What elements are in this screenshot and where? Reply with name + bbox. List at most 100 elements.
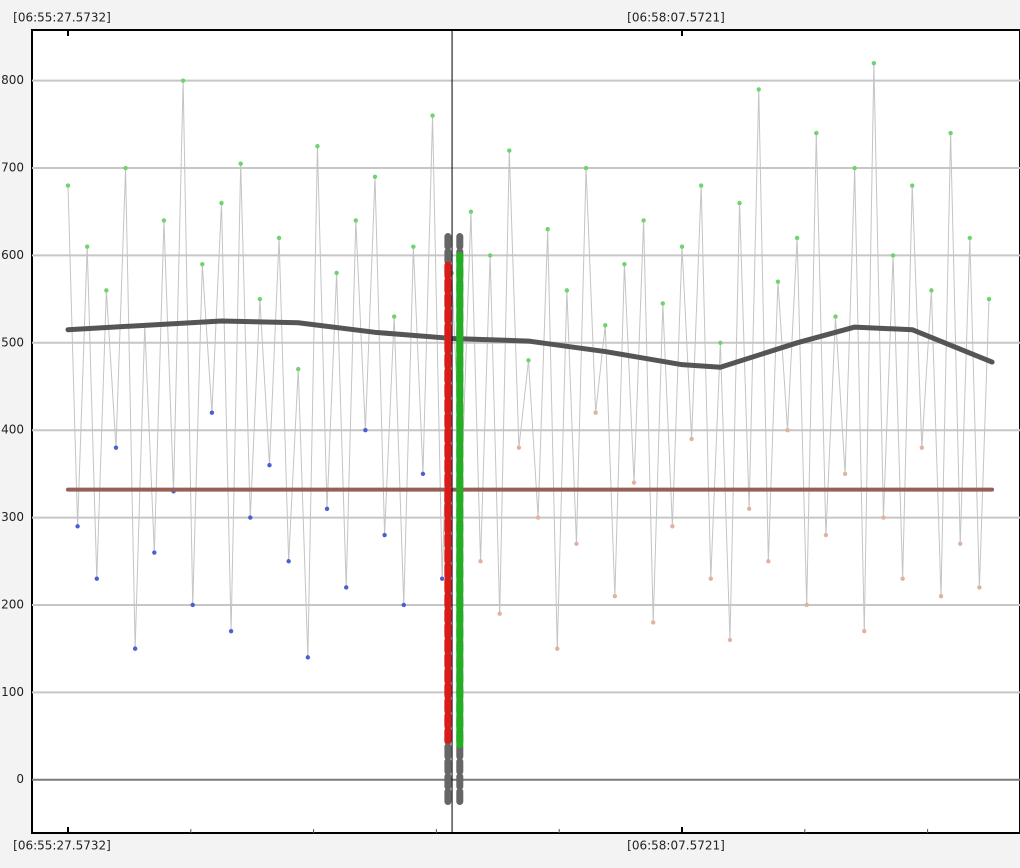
connector bbox=[384, 316, 395, 536]
data-point bbox=[651, 620, 656, 625]
data-point bbox=[219, 200, 224, 206]
data-point bbox=[238, 161, 243, 166]
data-point bbox=[104, 288, 109, 293]
connector bbox=[854, 168, 865, 632]
data-point bbox=[296, 366, 301, 372]
connector bbox=[355, 220, 366, 431]
connector bbox=[211, 202, 222, 413]
data-point bbox=[718, 340, 723, 346]
connector bbox=[201, 264, 213, 413]
top-x-tick-label: [06:55:27.5732] bbox=[13, 11, 111, 25]
data-point bbox=[929, 288, 934, 293]
data-point bbox=[507, 148, 512, 153]
connector bbox=[259, 299, 270, 466]
data-point bbox=[439, 576, 445, 581]
connector bbox=[432, 115, 443, 579]
connector bbox=[748, 89, 760, 509]
y-tick-label: 700 bbox=[1, 161, 24, 175]
data-point bbox=[871, 61, 877, 66]
data-point bbox=[679, 244, 685, 249]
trend-line bbox=[65, 318, 995, 370]
data-point bbox=[670, 524, 675, 529]
connector bbox=[959, 237, 971, 544]
data-point bbox=[737, 200, 742, 206]
connector bbox=[86, 246, 98, 579]
data-point bbox=[391, 314, 397, 319]
data-point bbox=[794, 235, 800, 241]
data-point bbox=[75, 524, 80, 529]
data-point bbox=[267, 462, 272, 468]
connector bbox=[777, 281, 789, 431]
data-point bbox=[574, 541, 579, 546]
connector bbox=[700, 185, 712, 579]
connector bbox=[230, 163, 242, 632]
connector bbox=[508, 150, 520, 448]
data-point bbox=[862, 628, 867, 634]
data-point bbox=[938, 594, 944, 599]
data-point bbox=[65, 183, 71, 188]
data-point bbox=[334, 270, 339, 276]
connector bbox=[921, 290, 932, 448]
connector bbox=[288, 369, 299, 562]
connector bbox=[671, 246, 683, 527]
connector bbox=[518, 360, 529, 448]
connector bbox=[691, 185, 702, 439]
connector bbox=[796, 237, 808, 605]
connector bbox=[873, 63, 884, 518]
data-point bbox=[660, 301, 666, 306]
data-point bbox=[487, 253, 493, 258]
data-point bbox=[958, 541, 963, 546]
connector bbox=[844, 168, 856, 474]
data-point bbox=[746, 506, 752, 512]
connector bbox=[134, 325, 146, 649]
data-point bbox=[382, 532, 387, 538]
data-point bbox=[257, 296, 263, 302]
data-point bbox=[977, 585, 982, 590]
data-point bbox=[315, 144, 320, 149]
connector bbox=[364, 176, 376, 431]
connector bbox=[969, 237, 980, 588]
data-point bbox=[276, 235, 282, 241]
data-point bbox=[612, 594, 618, 599]
x-tick-label: [06:58:07.5721] bbox=[627, 839, 725, 853]
data-point bbox=[113, 445, 119, 450]
connector bbox=[77, 246, 88, 527]
data-point bbox=[775, 279, 781, 284]
connector bbox=[374, 176, 386, 536]
data-point bbox=[123, 165, 128, 171]
connector bbox=[499, 150, 510, 614]
y-tick-label: 400 bbox=[1, 423, 24, 437]
connector bbox=[950, 133, 961, 544]
data-point bbox=[622, 261, 627, 267]
connector bbox=[681, 246, 693, 439]
connector bbox=[537, 229, 549, 518]
data-point bbox=[190, 602, 195, 608]
connector bbox=[739, 202, 750, 509]
data-point bbox=[200, 261, 205, 267]
data-point bbox=[881, 515, 886, 520]
data-point bbox=[833, 314, 838, 319]
data-point bbox=[890, 253, 896, 258]
data-point bbox=[84, 244, 90, 249]
connector bbox=[767, 281, 779, 562]
data-point bbox=[900, 576, 905, 581]
data-point bbox=[919, 445, 925, 450]
data-point bbox=[910, 183, 915, 188]
connector bbox=[643, 220, 654, 623]
data-point bbox=[593, 410, 598, 415]
connector bbox=[153, 220, 165, 553]
connector bbox=[729, 202, 741, 640]
data-point bbox=[756, 87, 761, 92]
y-tick-label: 600 bbox=[1, 248, 24, 262]
connector bbox=[978, 299, 990, 588]
data-point bbox=[401, 602, 406, 608]
data-point bbox=[545, 227, 550, 232]
y-tick-label: 500 bbox=[1, 335, 24, 349]
data-point bbox=[353, 218, 359, 223]
data-point bbox=[420, 471, 426, 477]
data-point bbox=[967, 235, 973, 241]
connector bbox=[297, 369, 309, 658]
data-point bbox=[132, 646, 138, 651]
connector bbox=[652, 303, 664, 623]
